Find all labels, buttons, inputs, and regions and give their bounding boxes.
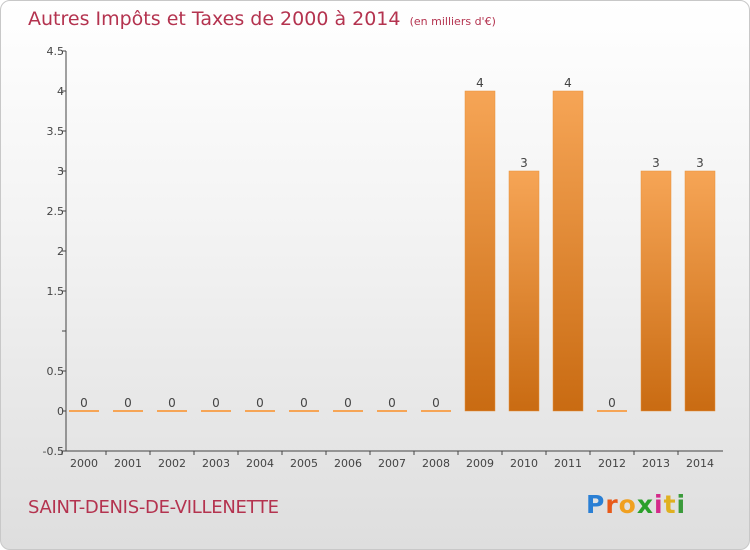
bar-2007[interactable] bbox=[377, 410, 407, 412]
logo-letter: i bbox=[654, 490, 664, 519]
x-tick-label: 2003 bbox=[202, 457, 230, 470]
y-tick-label: 2 bbox=[57, 245, 64, 258]
proxiti-logo[interactable]: Proxiti bbox=[586, 490, 686, 519]
bar-2008[interactable] bbox=[421, 410, 451, 412]
x-tick-label: 2007 bbox=[378, 457, 406, 470]
bar-2002[interactable] bbox=[157, 410, 187, 412]
x-tick-label: 2012 bbox=[598, 457, 626, 470]
data-label-2005: 0 bbox=[300, 396, 308, 410]
bar-2013[interactable] bbox=[640, 170, 672, 412]
bar-2001[interactable] bbox=[113, 410, 143, 412]
chart-title: Autres Impôts et Taxes de 2000 à 2014 bbox=[28, 8, 401, 30]
y-tick-label: 0 bbox=[57, 405, 64, 418]
title-row: Autres Impôts et Taxes de 2000 à 2014 (e… bbox=[28, 8, 496, 30]
chart-unit: (en milliers d'€) bbox=[409, 15, 496, 28]
x-tick-label: 2005 bbox=[290, 457, 318, 470]
x-tick-label: 2013 bbox=[642, 457, 670, 470]
bar-2006[interactable] bbox=[333, 410, 363, 412]
logo-letter: o bbox=[618, 490, 637, 519]
x-tick-label: 2000 bbox=[70, 457, 98, 470]
bar-2003[interactable] bbox=[201, 410, 231, 412]
data-label-2003: 0 bbox=[212, 396, 220, 410]
data-labels: 0 0 0 0 0 0 0 0 0 4 3 4 0 3 3 bbox=[80, 76, 704, 410]
data-label-2009: 4 bbox=[476, 76, 484, 90]
data-label-2013: 3 bbox=[652, 156, 660, 170]
data-label-2006: 0 bbox=[344, 396, 352, 410]
logo-letter: r bbox=[605, 490, 619, 519]
logo-letter: P bbox=[586, 490, 606, 519]
data-label-2001: 0 bbox=[124, 396, 132, 410]
bar-2009[interactable] bbox=[464, 90, 496, 412]
x-tick-label: 2008 bbox=[422, 457, 450, 470]
bar-2000[interactable] bbox=[69, 410, 99, 412]
bar-2012[interactable] bbox=[597, 410, 627, 412]
y-tick-label: 4 bbox=[57, 85, 64, 98]
y-tick-label: -0.5 bbox=[43, 445, 64, 458]
data-label-2002: 0 bbox=[168, 396, 176, 410]
x-tick-label: 2004 bbox=[246, 457, 274, 470]
logo-letter: i bbox=[676, 490, 687, 519]
x-tick-label: 2002 bbox=[158, 457, 186, 470]
y-tick-label: 0.5 bbox=[47, 365, 65, 378]
data-label-2012: 0 bbox=[608, 396, 616, 410]
logo-letter: t bbox=[663, 490, 677, 519]
data-label-2000: 0 bbox=[80, 396, 88, 410]
x-tick-label: 2014 bbox=[686, 457, 714, 470]
data-label-2004: 0 bbox=[256, 396, 264, 410]
commune-name: SAINT-DENIS-DE-VILLENETTE bbox=[28, 497, 279, 518]
y-tick-label: 4.5 bbox=[47, 45, 65, 58]
x-tick-label: 2001 bbox=[114, 457, 142, 470]
x-tick-label: 2011 bbox=[554, 457, 582, 470]
bars bbox=[69, 90, 716, 412]
y-tick-label: 3.5 bbox=[47, 125, 65, 138]
data-label-2008: 0 bbox=[432, 396, 440, 410]
x-tick-label: 2010 bbox=[510, 457, 538, 470]
bar-2011[interactable] bbox=[552, 90, 584, 412]
y-tick-label: 2.5 bbox=[47, 205, 65, 218]
x-tick-label: 2006 bbox=[334, 457, 362, 470]
bar-2010[interactable] bbox=[508, 170, 540, 412]
data-label-2014: 3 bbox=[696, 156, 704, 170]
y-tick-label: 1.5 bbox=[47, 285, 65, 298]
data-label-2010: 3 bbox=[520, 156, 528, 170]
data-label-2011: 4 bbox=[564, 76, 572, 90]
bar-2005[interactable] bbox=[289, 410, 319, 412]
x-tick-label: 2009 bbox=[466, 457, 494, 470]
data-label-2007: 0 bbox=[388, 396, 396, 410]
bar-2004[interactable] bbox=[245, 410, 275, 412]
logo-letter: x bbox=[636, 490, 654, 519]
bar-2014[interactable] bbox=[684, 170, 716, 412]
y-tick-label: 3 bbox=[57, 165, 64, 178]
axes: -0.5 0 0.5 1.5 2 2.5 3 3.5 4 4.5 2000 2001 2002 2003 2… bbox=[43, 45, 723, 470]
